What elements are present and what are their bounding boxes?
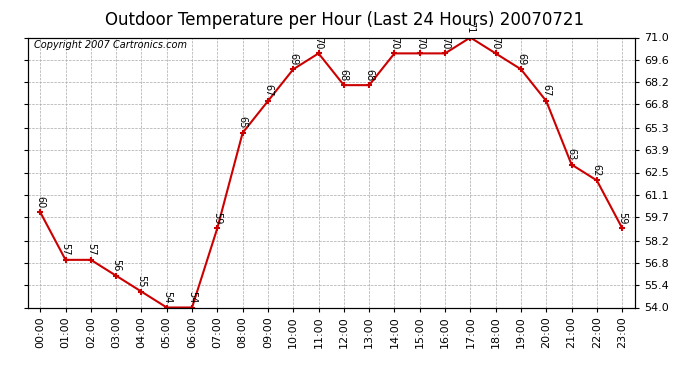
Text: 70: 70	[440, 37, 450, 49]
Text: 57: 57	[61, 243, 70, 256]
Text: 55: 55	[137, 275, 146, 288]
Text: 67: 67	[263, 84, 273, 97]
Text: 70: 70	[313, 37, 324, 49]
Text: 68: 68	[364, 69, 374, 81]
Text: Outdoor Temperature per Hour (Last 24 Hours) 20070721: Outdoor Temperature per Hour (Last 24 Ho…	[106, 11, 584, 29]
Text: 70: 70	[415, 37, 425, 49]
Text: 67: 67	[541, 84, 551, 97]
Text: 60: 60	[35, 196, 46, 208]
Text: 56: 56	[111, 259, 121, 272]
Text: 70: 70	[389, 37, 400, 49]
Text: 57: 57	[86, 243, 96, 256]
Text: 69: 69	[516, 53, 526, 65]
Text: Copyright 2007 Cartronics.com: Copyright 2007 Cartronics.com	[34, 40, 187, 50]
Text: 71: 71	[465, 21, 475, 33]
Text: 63: 63	[566, 148, 577, 160]
Text: 59: 59	[213, 211, 222, 224]
Text: 54: 54	[187, 291, 197, 303]
Text: 62: 62	[592, 164, 602, 176]
Text: 70: 70	[491, 37, 501, 49]
Text: 59: 59	[617, 211, 627, 224]
Text: 65: 65	[237, 116, 248, 129]
Text: 54: 54	[161, 291, 172, 303]
Text: 69: 69	[288, 53, 298, 65]
Text: 68: 68	[339, 69, 349, 81]
